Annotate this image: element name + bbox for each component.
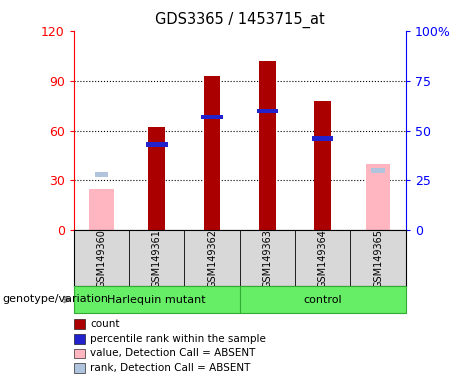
Text: percentile rank within the sample: percentile rank within the sample [90, 334, 266, 344]
Bar [89, 189, 114, 230]
Title: GDS3365 / 1453715_at: GDS3365 / 1453715_at [155, 12, 325, 28]
Bar [372, 169, 384, 172]
Text: Harlequin mutant: Harlequin mutant [107, 295, 206, 305]
Bar [314, 101, 331, 230]
Text: GSM149363: GSM149363 [262, 229, 272, 288]
Text: value, Detection Call = ABSENT: value, Detection Call = ABSENT [90, 348, 255, 358]
Text: genotype/variation: genotype/variation [2, 294, 108, 304]
Text: GSM149364: GSM149364 [318, 229, 328, 288]
Text: count: count [90, 319, 119, 329]
Text: GSM149362: GSM149362 [207, 229, 217, 288]
Bar [240, 286, 406, 313]
Bar [259, 61, 276, 230]
Text: control: control [303, 295, 342, 305]
Bar [148, 127, 165, 230]
Bar [257, 109, 278, 113]
Text: GSM149360: GSM149360 [96, 229, 106, 288]
Text: GSM149361: GSM149361 [152, 229, 162, 288]
Bar [74, 286, 240, 313]
Bar [204, 76, 220, 230]
Text: GSM149365: GSM149365 [373, 229, 383, 288]
Bar [201, 114, 223, 119]
Bar [366, 164, 390, 230]
Bar [312, 136, 333, 141]
Bar [146, 142, 167, 147]
Text: rank, Detection Call = ABSENT: rank, Detection Call = ABSENT [90, 363, 250, 373]
Bar [95, 172, 108, 177]
